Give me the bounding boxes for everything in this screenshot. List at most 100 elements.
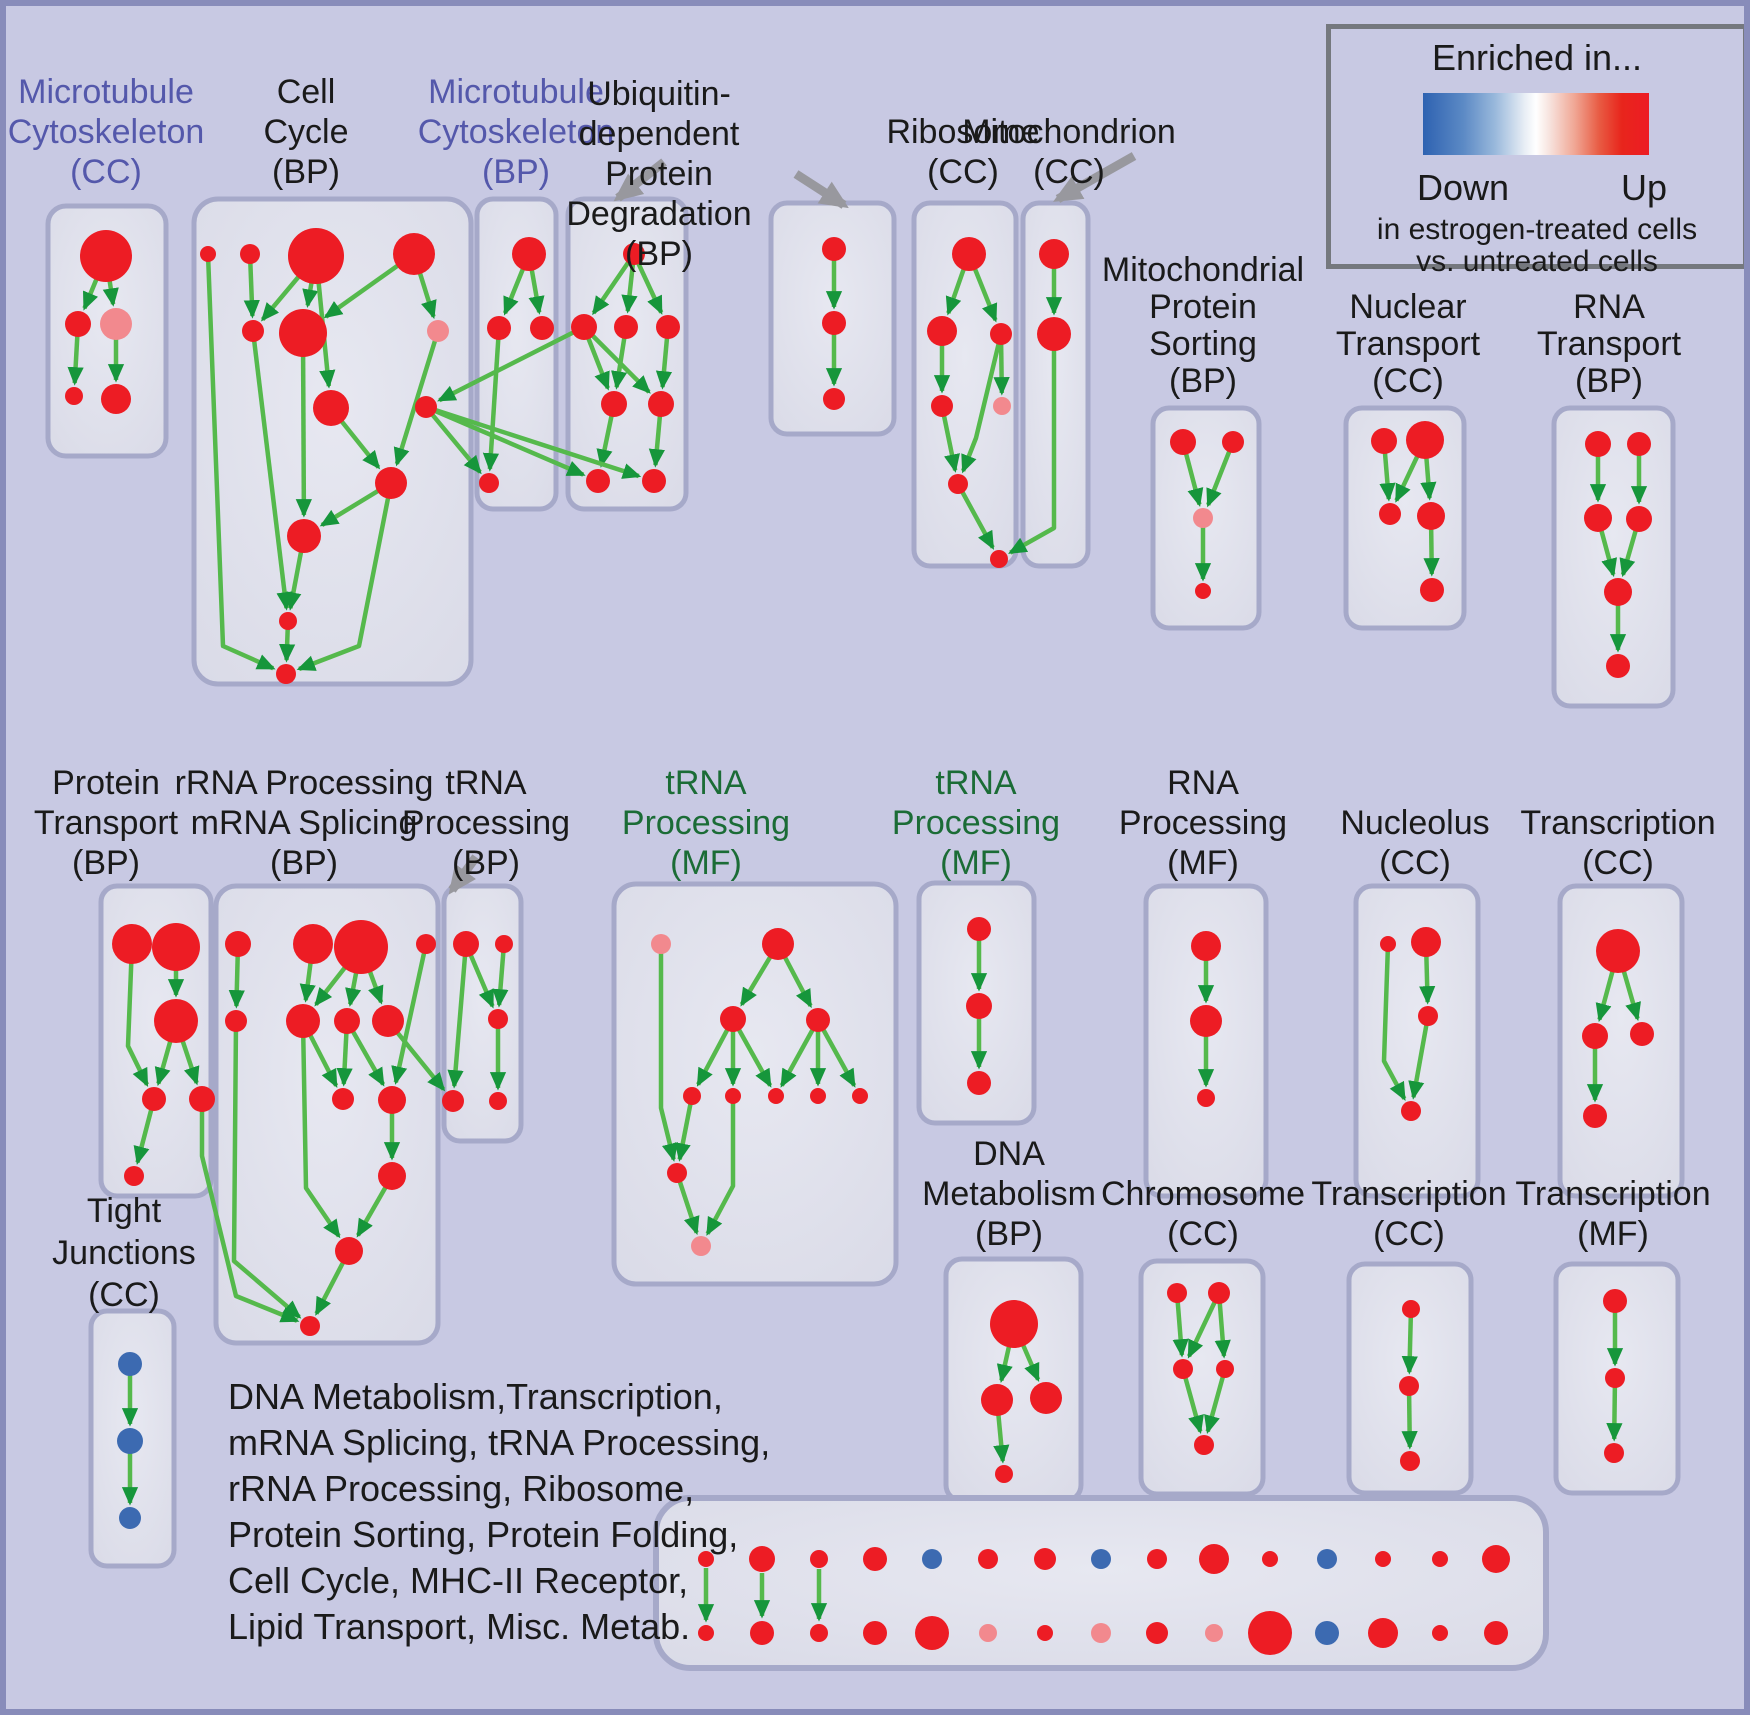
- annotation-line: Lipid Transport, Misc. Metab.: [228, 1606, 691, 1647]
- node-misc-col6-bottom: [979, 1624, 997, 1642]
- node-trnamf1-c3: [768, 1088, 784, 1104]
- annotation-line: Protein Sorting, Protein Folding,: [228, 1514, 739, 1555]
- edge-cellcycle.h-to-ubi1.bb: [425, 404, 642, 479]
- node-ubi1-lb: [648, 391, 674, 417]
- cluster-label-rnapmf: Processing: [1119, 804, 1287, 842]
- cluster-label-mps: Mitochondrial: [1102, 251, 1304, 289]
- cluster-label-trcc3: Transcription: [1311, 1175, 1506, 1213]
- node-ubi2-n1: [822, 237, 846, 261]
- node-misc-col3-top: [810, 1550, 828, 1568]
- edge-cellcycle.b-to-cellcycle.f: [243, 253, 260, 319]
- cluster-label-rrna: mRNA Splicing: [191, 804, 418, 842]
- node-cellcycle-b: [240, 244, 260, 264]
- cluster-label-rrna: (BP): [270, 844, 338, 882]
- node-trcc2-ml: [1582, 1023, 1608, 1049]
- cluster-label-mc-cc: Cytoskeleton: [8, 113, 205, 151]
- node-tj-n1: [118, 1352, 142, 1376]
- label-callout-arrow-3: [1052, 152, 1137, 203]
- node-nuct-tl: [1371, 428, 1397, 454]
- node-rnat-mg: [1604, 578, 1632, 606]
- network-diagram-canvas: MicrotubuleCytoskeleton(CC)CellCycle(BP)…: [8, 73, 1716, 1671]
- node-tj-n2: [117, 1428, 143, 1454]
- node-rnat-tl: [1585, 431, 1611, 457]
- annotation-line: rRNA Processing, Ribosome,: [228, 1468, 695, 1509]
- node-trnamf1-pkbot: [691, 1236, 711, 1256]
- node-mps-tl: [1170, 429, 1196, 455]
- cluster-label-trnamf1: (MF): [670, 844, 742, 882]
- node-ubi1-bb: [642, 469, 666, 493]
- node-trmf-n3: [1604, 1443, 1624, 1463]
- cluster-label-nuct: Transport: [1336, 325, 1481, 363]
- edge-mito.mid-to-ribo.bot: [1008, 334, 1057, 555]
- cluster-label-rnat: Transport: [1537, 325, 1682, 363]
- node-pt-b: [152, 923, 200, 971]
- node-trnamf1-c1: [683, 1087, 701, 1105]
- edge-pt.e-to-rrna.b3: [199, 1099, 300, 1323]
- edge-cellcycle.g-to-cellcycle.j: [393, 330, 441, 467]
- node-trnamf2-n2: [966, 993, 992, 1019]
- cluster-label-pt: Protein: [52, 764, 160, 802]
- node-trcc3-n3: [1400, 1451, 1420, 1471]
- edge-cellcycle.h-to-mc-bp.bot: [424, 405, 482, 475]
- cluster-box-nuct: [1343, 405, 1467, 631]
- edge-mc-bp.ml-to-mc-bp.bot: [482, 327, 502, 472]
- cluster-label-nuct: (CC): [1372, 362, 1444, 400]
- node-misc-col1-top: [698, 1551, 714, 1567]
- node-trnamf1-top: [762, 928, 794, 960]
- node-rnat-bot: [1606, 654, 1630, 678]
- cluster-box-dnam: [943, 1256, 1084, 1504]
- node-cellcycle-d: [393, 233, 435, 275]
- legend-down-label: Down: [1417, 167, 1510, 208]
- node-ubi2-n2: [822, 311, 846, 335]
- cluster-label-trnamf1: tRNA: [665, 764, 747, 802]
- edge-trcc3.n1-to-trcc3.n2: [1401, 1308, 1418, 1375]
- edge-cellcycle.f-to-cellcycle.l: [250, 330, 293, 611]
- edge-ubi1.ma-to-ubi1.lb: [582, 325, 651, 394]
- cluster-label-mps: Protein: [1149, 288, 1257, 326]
- node-nucl-tl: [1380, 936, 1396, 952]
- node-mc-bp-mr: [530, 316, 554, 340]
- node-trnamf1-pktop: [651, 934, 671, 954]
- node-misc-col14-bottom: [1432, 1625, 1448, 1641]
- node-misc-col14-top: [1432, 1551, 1448, 1567]
- cluster-label-dnam: DNA: [973, 1135, 1045, 1173]
- legend-subtitle-line1: in estrogen-treated cells: [1376, 213, 1698, 246]
- node-ribo-ll: [931, 395, 953, 417]
- legend-up-label: Up: [1621, 167, 1668, 208]
- node-pt-a: [112, 924, 152, 964]
- node-trnamf1-mr: [806, 1008, 830, 1032]
- node-ubi1-mc: [656, 315, 680, 339]
- node-rrna-s1: [332, 1088, 354, 1110]
- edge-nucl.tl-to-nucl.bot: [1381, 943, 1407, 1101]
- node-rnapmf-n1: [1191, 931, 1221, 961]
- edge-cellcycle.e-to-cellcycle.k: [295, 332, 312, 518]
- callout-arrows-layer: [448, 152, 1137, 895]
- node-misc-col10-bottom: [1205, 1624, 1223, 1642]
- node-trnabp-s2: [489, 1092, 507, 1110]
- node-cellcycle-m: [276, 664, 296, 684]
- cluster-label-mito: Mitochondrion: [962, 113, 1176, 151]
- node-dnam-big: [990, 1300, 1038, 1348]
- node-trnabp-s1: [442, 1090, 464, 1112]
- edge-trnamf1.mr-to-trnamf1.c3: [779, 1018, 820, 1088]
- node-cellcycle-l: [279, 612, 297, 630]
- node-rrna-m4: [372, 1005, 404, 1037]
- cluster-label-mc-cc: (CC): [70, 153, 142, 191]
- node-chrom-mr: [1216, 1360, 1234, 1378]
- node-cellcycle-i: [313, 390, 349, 426]
- cluster-label-trcc3: (CC): [1373, 1215, 1445, 1253]
- cluster-label-mito: (CC): [1033, 153, 1105, 191]
- node-ubi1-la: [601, 391, 627, 417]
- node-ribo-bot: [990, 550, 1008, 568]
- node-trcc3-n1: [1402, 1300, 1420, 1318]
- node-trnamf1-ml: [720, 1006, 746, 1032]
- node-nucl-bot: [1401, 1101, 1421, 1121]
- edge-cellcycle.a-to-cellcycle.m: [205, 253, 276, 671]
- label-callout-arrow-2: [793, 170, 849, 209]
- node-ribo-top: [952, 237, 986, 271]
- node-trnabp-mid: [488, 1009, 508, 1029]
- cluster-label-trnamf2: tRNA: [935, 764, 1017, 802]
- cluster-label-ubi: Ubiquitin-: [587, 75, 731, 113]
- node-ubi1-ba: [586, 469, 610, 493]
- node-rnat-mr: [1626, 506, 1652, 532]
